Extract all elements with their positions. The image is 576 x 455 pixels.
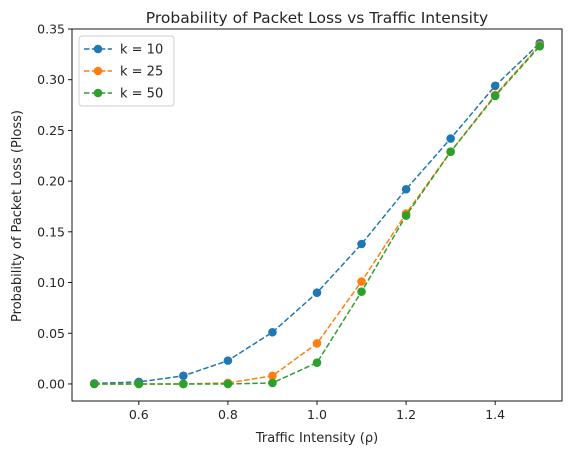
legend-entry-label: k = 50 [120, 87, 163, 102]
data-point [223, 356, 233, 365]
data-point [89, 379, 99, 389]
series-line [94, 45, 541, 385]
legend-marker [93, 44, 103, 54]
data-point [446, 134, 455, 143]
y-tick-label: 0.00 [37, 376, 65, 391]
data-point [401, 211, 411, 220]
data-point [312, 288, 322, 297]
data-point [446, 147, 455, 157]
data-point [357, 277, 366, 286]
data-point [357, 239, 366, 249]
data-point [179, 371, 188, 381]
x-tick-label: 0.8 [218, 407, 238, 422]
x-tick-label: 1.2 [396, 407, 416, 422]
legend-frame [78, 35, 175, 107]
data-point [134, 379, 144, 389]
data-point [312, 358, 322, 367]
legend-marker [93, 88, 103, 98]
legend-entry-label: k = 25 [120, 65, 163, 80]
y-tick-label: 0.10 [37, 275, 65, 290]
y-tick-label: 0.25 [37, 123, 65, 138]
y-tick-label: 0.05 [37, 326, 65, 341]
y-tick-label: 0.15 [37, 224, 65, 239]
y-axis-label: Probability of Packet Loss (Ploss) [10, 110, 25, 322]
x-axis-label: Traffic Intensity (ρ) [255, 431, 378, 446]
x-tick-label: 0.6 [129, 407, 149, 422]
plot-area: 0.6 0.8 1.0 1.2 1.4 0.00 0.05 0.10 0.15 0.20 0.25 0… [37, 22, 563, 422]
legend-entry-label: k = 10 [120, 43, 163, 58]
data-point [401, 184, 411, 194]
data-point [268, 327, 277, 337]
data-point [535, 41, 545, 51]
data-point [179, 379, 188, 389]
legend: k = 10 k = 25 k = 50 [78, 35, 175, 107]
data-point [268, 378, 277, 388]
legend-marker [93, 66, 103, 76]
y-tick-label: 0.20 [37, 174, 65, 189]
x-tick-label: 1.0 [307, 407, 327, 422]
data-point [312, 339, 322, 348]
data-point [223, 379, 233, 389]
x-tick-label: 1.4 [485, 407, 505, 422]
data-point [490, 91, 500, 101]
chart-title: Probability of Packet Loss vs Traffic In… [146, 9, 488, 27]
y-tick-label: 0.35 [37, 22, 65, 37]
y-tick-label: 0.30 [37, 72, 65, 87]
data-point [357, 287, 366, 296]
data-point [490, 81, 500, 91]
data-point [268, 371, 277, 381]
